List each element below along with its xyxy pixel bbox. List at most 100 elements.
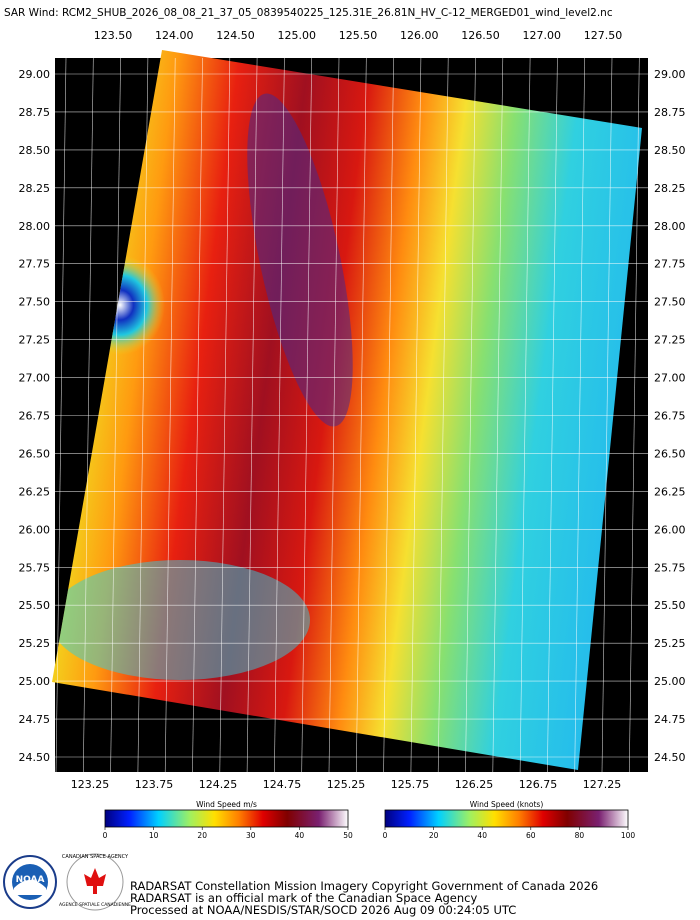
colorbar-tick-label: 0 — [103, 831, 108, 840]
meridian — [547, 57, 558, 773]
lat-label-left: 28.00 — [19, 220, 51, 233]
csa-logo-text: CANADIAN SPACE AGENCY — [62, 854, 129, 860]
lon-label-top: 127.50 — [584, 29, 623, 42]
lat-label-left: 25.75 — [19, 561, 51, 574]
meridian — [519, 57, 531, 773]
lon-label-top: 127.00 — [523, 29, 562, 42]
lat-label-right: 27.75 — [654, 258, 686, 271]
colorbar-title: Wind Speed (knots) — [470, 800, 544, 809]
lat-label-right: 28.25 — [654, 182, 686, 195]
meridian — [410, 57, 422, 773]
meridian — [219, 57, 231, 773]
noaa-logo: NOAA — [3, 855, 57, 909]
lat-label-left: 28.25 — [19, 182, 51, 195]
meridian — [301, 57, 312, 773]
lat-label-right: 26.50 — [654, 447, 686, 460]
lat-label-left: 25.00 — [19, 675, 51, 688]
colorbar-tick-label: 20 — [429, 831, 439, 840]
meridian — [437, 57, 449, 773]
lat-label-left: 25.25 — [19, 637, 51, 650]
colorbar-title: Wind Speed m/s — [196, 800, 257, 809]
lon-label-bottom: 126.75 — [519, 778, 558, 791]
lon-label-bottom: 124.25 — [199, 778, 238, 791]
colorbar-tick-label: 20 — [197, 831, 207, 840]
meridian — [192, 57, 203, 773]
meridian — [492, 57, 504, 773]
lat-label-left: 26.00 — [19, 523, 51, 536]
wind-swath — [52, 50, 642, 770]
lon-label-bottom: 124.75 — [263, 778, 302, 791]
lat-label-left: 28.50 — [19, 144, 51, 157]
lat-label-left: 27.50 — [19, 296, 51, 309]
lon-label-bottom: 127.25 — [583, 778, 622, 791]
lon-label-top: 123.50 — [94, 29, 133, 42]
lat-label-left: 27.00 — [19, 372, 51, 385]
lat-label-right: 25.50 — [654, 599, 686, 612]
lat-label-left: 24.50 — [19, 751, 51, 764]
lon-label-bottom: 125.75 — [391, 778, 430, 791]
colorbar-tick-label: 40 — [477, 831, 487, 840]
colorbar-tick-label: 80 — [575, 831, 585, 840]
meridian — [55, 57, 67, 773]
meridian — [110, 57, 121, 773]
lon-label-bottom: 126.25 — [455, 778, 494, 791]
lat-label-right: 28.00 — [654, 220, 686, 233]
colorbar-tick-label: 100 — [621, 831, 636, 840]
lat-label-right: 24.50 — [654, 751, 686, 764]
lat-label-right: 25.25 — [654, 637, 686, 650]
colorbar — [384, 809, 629, 828]
lon-label-top: 124.00 — [155, 29, 194, 42]
meridian — [137, 57, 149, 773]
meridian — [246, 57, 258, 773]
lat-label-left: 24.75 — [19, 713, 51, 726]
meridian — [83, 57, 94, 773]
lat-label-left: 27.25 — [19, 334, 51, 347]
lon-label-bottom: 123.25 — [71, 778, 110, 791]
lon-label-top: 126.00 — [400, 29, 439, 42]
meridian — [164, 57, 176, 773]
lon-label-top: 124.50 — [216, 29, 255, 42]
lon-label-top: 125.00 — [278, 29, 317, 42]
asc-logo-text: AGENCE SPATIALE CANADIENNE — [59, 902, 131, 908]
colorbar-tick-label: 50 — [343, 831, 353, 840]
meridian — [574, 57, 585, 773]
meridian — [383, 57, 394, 773]
meridian — [356, 57, 367, 773]
lat-label-right: 26.00 — [654, 523, 686, 536]
lon-label-top: 125.50 — [339, 29, 378, 42]
lat-label-left: 26.75 — [19, 410, 51, 423]
lat-label-right: 25.00 — [654, 675, 686, 688]
lon-label-top: 126.50 — [461, 29, 500, 42]
lat-label-left: 26.50 — [19, 447, 51, 460]
colorbar-tick-label: 30 — [246, 831, 256, 840]
lat-label-right: 28.50 — [654, 144, 686, 157]
footer-line: Processed at NOAA/NESDIS/STAR/SOCD 2026 … — [130, 903, 516, 917]
lat-label-left: 26.25 — [19, 485, 51, 498]
lat-label-right: 25.75 — [654, 561, 686, 574]
colorbar-tick-label: 60 — [526, 831, 536, 840]
meridian — [601, 57, 613, 773]
lon-label-bottom: 125.25 — [327, 778, 366, 791]
lat-label-right: 27.25 — [654, 334, 686, 347]
noaa-logo-text: NOAA — [16, 875, 45, 885]
colorbar-tick-label: 0 — [383, 831, 388, 840]
graticule — [55, 57, 648, 773]
lat-label-left: 29.00 — [19, 68, 51, 81]
lat-label-right: 28.75 — [654, 106, 686, 119]
footer-line: RADARSAT is an official mark of the Cana… — [130, 891, 477, 905]
meridian — [629, 57, 640, 773]
lat-label-right: 27.50 — [654, 296, 686, 309]
title: SAR Wind: RCM2_SHUB_2026_08_08_21_37_05_… — [4, 7, 613, 19]
lat-label-right: 29.00 — [654, 68, 686, 81]
meridian — [274, 57, 285, 773]
lon-label-bottom: 123.75 — [135, 778, 174, 791]
colorbar-tick-label: 10 — [149, 831, 159, 840]
lat-label-right: 24.75 — [654, 713, 686, 726]
lat-label-right: 26.25 — [654, 485, 686, 498]
colorbar-tick-label: 40 — [295, 831, 305, 840]
colorbar — [104, 809, 349, 828]
meridian — [328, 57, 340, 773]
lat-label-left: 27.75 — [19, 258, 51, 271]
csa-logo: CANADIAN SPACE AGENCY AGENCE SPATIALE CA… — [59, 853, 131, 911]
